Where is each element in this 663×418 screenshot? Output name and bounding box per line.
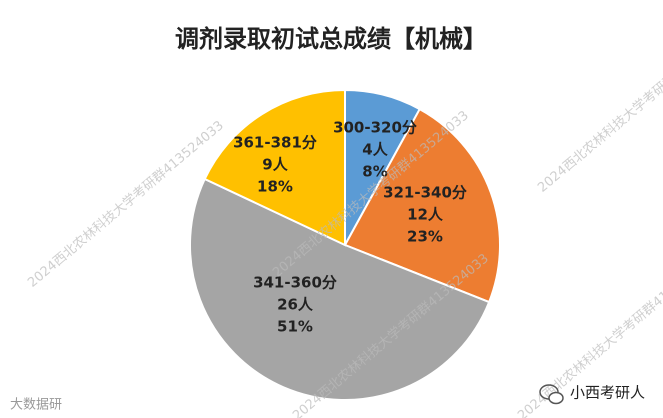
corner-mark: 大数据研 [10,398,62,413]
pie-slice [189,177,491,402]
slice-percent: 23% [407,228,443,246]
slice-percent: 18% [257,178,293,196]
slice-count: 9人 [262,156,288,174]
slice-percent: 51% [277,318,313,336]
slice-category: 361-381分 [233,134,317,152]
pie-slice [343,107,501,304]
wechat-logo [539,384,564,405]
slice-category: 341-360分 [253,274,337,292]
pie [189,88,501,402]
slice-category: 300-320分 [333,119,417,137]
slice-category: 321-340分 [383,184,467,202]
slice-count: 12人 [407,206,444,224]
slice-count: 4人 [362,141,388,159]
slice-percent: 8% [362,163,387,181]
pie-slice [203,88,346,247]
labels: 300-320分 4人 8% 321-340分 12人 23% 341-360分 26人 51%… [233,119,467,336]
slice-count: 26人 [277,296,314,314]
account-name: 小西考研人 [570,384,645,402]
chart-title: 调剂录取初试总成绩【机械】 [175,25,487,53]
